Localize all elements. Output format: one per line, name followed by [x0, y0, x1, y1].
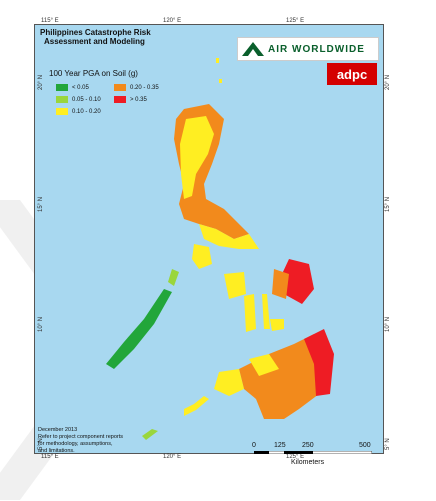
mindoro-island: [192, 244, 212, 269]
philippines-map: [106, 58, 334, 440]
bohol-island: [270, 319, 284, 331]
left-tick-20n: 20° N: [38, 74, 44, 90]
top-tick-125: 125° E: [286, 18, 305, 24]
cebu-island: [262, 294, 270, 329]
mindanao-north: [249, 354, 279, 376]
air-worldwide-logo: AIR WORLDWIDE: [237, 37, 379, 61]
scale-label-250: 250: [302, 442, 314, 449]
footnote-line: Refer to project component reports: [38, 434, 123, 440]
legend-swatch: [114, 84, 126, 91]
mindanao-west: [214, 369, 244, 396]
top-tick-115: 115° E: [41, 18, 59, 24]
right-tick-20n: 20° N: [385, 74, 391, 90]
left-tick-10n: 10° N: [38, 316, 44, 332]
legend-title: 100 Year PGA on Soil (g): [49, 69, 138, 78]
adpc-logo: adpc: [327, 63, 377, 85]
legend-item-010-020: 0.10 - 0.20: [56, 108, 101, 115]
map-title: Philippines Catastrophe Risk Assessment …: [40, 28, 151, 46]
legend-item-lt005: < 0.05: [56, 84, 89, 91]
northern-islets: [216, 58, 219, 63]
bottom-tick-125: 125° E: [286, 454, 305, 460]
top-tick-120: 120° E: [163, 18, 182, 24]
scale-label-500: 500: [359, 442, 371, 449]
tawi-tawi: [142, 429, 158, 440]
left-tick-15n: 15° N: [38, 196, 44, 212]
legend-item-005-010: 0.05 - 0.10: [56, 96, 101, 103]
legend-label: < 0.05: [72, 84, 89, 91]
scale-label-0: 0: [252, 442, 256, 449]
right-tick-5n: 5° N: [385, 438, 391, 450]
legend-swatch: [114, 96, 126, 103]
luzon-south: [199, 224, 259, 249]
map-title-line1: Philippines Catastrophe Risk: [40, 28, 151, 37]
legend-label: 0.20 - 0.35: [130, 84, 159, 91]
footnote-line: for methodology, assumptions,: [38, 441, 113, 447]
scale-label-125: 125: [274, 442, 286, 449]
bottom-tick-120: 120° E: [163, 454, 182, 460]
footnote-date: December 2013: [38, 427, 78, 433]
footnote: December 2013 Refer to project component…: [38, 427, 123, 455]
map-title-line2: Assessment and Modeling: [44, 37, 145, 46]
legend-label: 0.05 - 0.10: [72, 96, 101, 103]
air-logo-icon: [242, 42, 264, 56]
samar-west: [272, 269, 289, 299]
right-tick-15n: 15° N: [385, 196, 391, 212]
samar-island: [282, 259, 314, 304]
legend-label: > 0.35: [130, 96, 147, 103]
palawan-island: [106, 289, 172, 369]
legend-swatch: [56, 84, 68, 91]
sulu-islands: [184, 396, 209, 416]
air-logo-text: AIR WORLDWIDE: [268, 43, 365, 55]
bottom-tick-115: 115° E: [41, 454, 59, 460]
footnote-line: and limitations.: [38, 448, 75, 454]
palawan-north: [168, 269, 179, 286]
legend-item-gt035: > 0.35: [114, 96, 147, 103]
luzon-inland: [180, 116, 214, 199]
scale-bar: [254, 451, 372, 454]
panay-island: [224, 272, 246, 299]
legend-label: 0.10 - 0.20: [72, 108, 101, 115]
legend-swatch: [56, 108, 68, 115]
right-tick-10n: 10° N: [385, 316, 391, 332]
legend-item-020-035: 0.20 - 0.35: [114, 84, 159, 91]
scale-unit: Kilometers: [291, 459, 325, 466]
legend-swatch: [56, 96, 68, 103]
mindanao-island: [239, 334, 326, 419]
mindanao-east: [304, 329, 334, 396]
negros-island: [244, 294, 256, 332]
